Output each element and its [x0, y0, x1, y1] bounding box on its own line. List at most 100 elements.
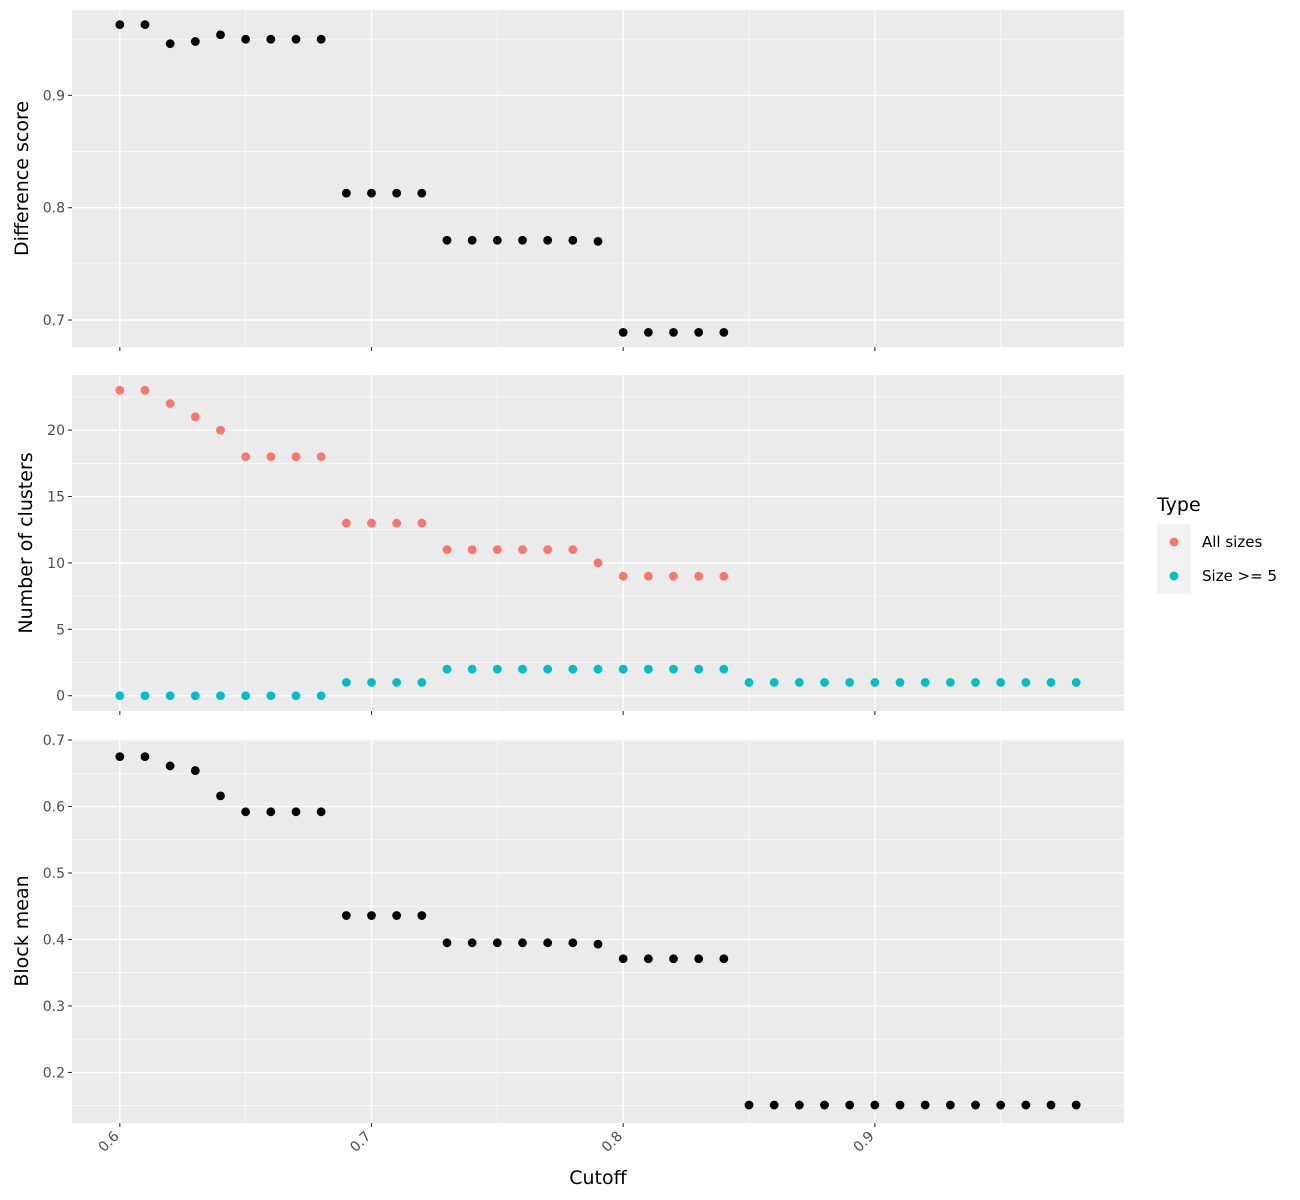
data-point — [392, 911, 402, 920]
legend: Type All sizes Size >= 5 — [1156, 494, 1277, 594]
y-tick-label: 20 — [47, 423, 65, 439]
data-point — [1071, 1100, 1081, 1110]
data-point — [165, 39, 175, 49]
y-tick-label: 0.8 — [43, 201, 65, 217]
panel-3: 0.2 0.3 0.4 0.5 0.6 0.7 Block mean — [11, 733, 1124, 1127]
legend-key — [1169, 537, 1179, 547]
data-point — [643, 954, 653, 964]
data-point — [996, 1100, 1006, 1110]
panel-background — [72, 10, 1124, 347]
data-point — [190, 691, 200, 701]
data-point — [190, 412, 200, 422]
data-point — [266, 452, 276, 462]
data-point — [719, 327, 729, 337]
y-tick-label: 0.7 — [43, 733, 65, 749]
data-point — [367, 188, 376, 198]
data-point — [744, 1100, 754, 1110]
data-point — [1071, 678, 1081, 687]
y-tick-label: 0 — [56, 689, 65, 705]
x-tick-label: 0.7 — [347, 1129, 374, 1156]
data-point — [1046, 1100, 1056, 1110]
data-point — [442, 235, 452, 245]
data-point — [669, 664, 678, 674]
data-point — [341, 518, 351, 528]
data-point — [618, 954, 628, 964]
y-tick-label: 0.6 — [43, 799, 65, 815]
data-point — [769, 678, 779, 687]
data-point — [694, 664, 704, 674]
y-tick-label: 0.4 — [43, 932, 65, 948]
data-point — [392, 188, 402, 198]
y-tick-label: 0.5 — [43, 866, 65, 882]
data-point — [392, 518, 402, 528]
data-point — [467, 545, 477, 555]
data-point — [266, 807, 276, 817]
data-point — [216, 425, 225, 435]
y-tick-label: 15 — [47, 490, 65, 506]
legend-title: Type — [1156, 494, 1201, 516]
data-point — [417, 911, 427, 920]
data-point — [115, 752, 125, 762]
data-point — [518, 938, 527, 948]
data-point — [996, 678, 1006, 687]
data-point — [216, 691, 225, 701]
data-point — [367, 678, 376, 687]
data-point — [694, 327, 704, 337]
data-point — [568, 938, 578, 948]
data-point — [669, 327, 678, 337]
y-tick-label: 0.3 — [43, 999, 65, 1015]
data-point — [165, 691, 175, 701]
data-point — [618, 327, 628, 337]
panel-background — [72, 375, 1124, 711]
data-point — [367, 518, 376, 528]
data-point — [341, 678, 351, 687]
data-point — [543, 664, 553, 674]
y-axis-title: Difference score — [11, 101, 33, 256]
y-tick-label: 0.2 — [43, 1065, 65, 1081]
legend-key — [1169, 571, 1179, 581]
legend-label: Size >= 5 — [1202, 567, 1277, 585]
data-point — [492, 938, 502, 948]
data-point — [820, 678, 829, 687]
data-point — [820, 1100, 829, 1110]
data-point — [266, 691, 276, 701]
data-point — [492, 545, 502, 555]
data-point — [543, 235, 553, 245]
data-point — [392, 678, 402, 687]
y-tick-label: 0.9 — [43, 88, 65, 104]
data-point — [316, 34, 326, 44]
data-point — [643, 327, 653, 337]
data-point — [442, 545, 452, 555]
data-point — [1021, 1100, 1031, 1110]
data-point — [568, 235, 578, 245]
data-point — [492, 235, 502, 245]
panel-1: 0.7 0.8 0.9 Difference score — [11, 10, 1124, 351]
data-point — [241, 691, 251, 701]
data-point — [568, 664, 578, 674]
y-axis-title: Number of clusters — [15, 452, 37, 633]
data-point — [417, 518, 427, 528]
data-point — [920, 1100, 930, 1110]
data-point — [140, 691, 150, 701]
data-point — [140, 752, 150, 762]
data-point — [769, 1100, 779, 1110]
data-point — [643, 571, 653, 581]
data-point — [467, 664, 477, 674]
y-axis-title: Block mean — [11, 875, 33, 986]
data-point — [845, 678, 855, 687]
data-point — [140, 385, 150, 395]
data-point — [719, 571, 729, 581]
data-point — [669, 571, 678, 581]
data-point — [543, 938, 553, 948]
panel-2: 0 5 10 15 20 Number of clusters — [15, 375, 1124, 715]
data-point — [241, 34, 251, 44]
data-point — [945, 678, 955, 687]
data-point — [316, 691, 326, 701]
data-point — [115, 20, 125, 30]
data-point — [518, 664, 527, 674]
data-point — [492, 664, 502, 674]
data-point — [241, 807, 251, 817]
series — [115, 20, 729, 337]
data-point — [895, 1100, 905, 1110]
data-point — [945, 1100, 955, 1110]
